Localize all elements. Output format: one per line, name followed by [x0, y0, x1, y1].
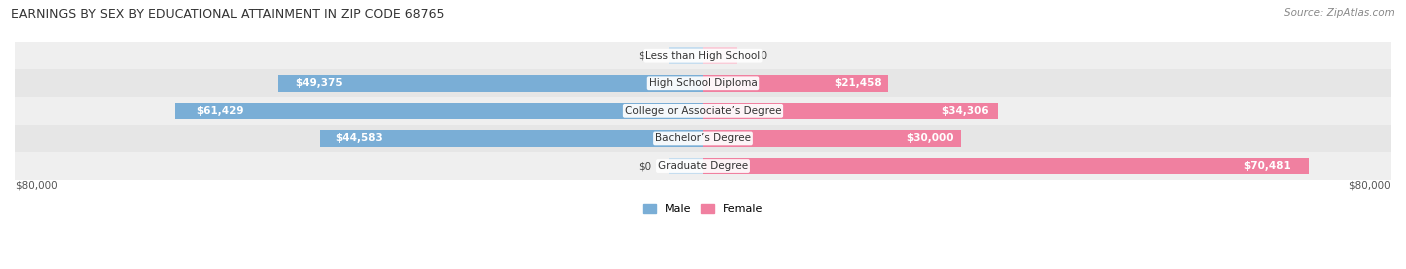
Bar [703, 47, 737, 64]
Legend: Male, Female: Male, Female [638, 199, 768, 218]
Bar [15, 42, 1391, 69]
Bar [15, 152, 1391, 180]
Text: $30,000: $30,000 [905, 133, 953, 143]
Text: $44,583: $44,583 [335, 133, 382, 143]
Bar [319, 130, 703, 147]
Text: College or Associate’s Degree: College or Associate’s Degree [624, 106, 782, 116]
Bar [703, 102, 998, 119]
Text: $61,429: $61,429 [195, 106, 243, 116]
Bar [669, 158, 703, 174]
Text: $49,375: $49,375 [295, 78, 343, 88]
Bar [15, 125, 1391, 152]
Text: Graduate Degree: Graduate Degree [658, 161, 748, 171]
Text: Source: ZipAtlas.com: Source: ZipAtlas.com [1284, 8, 1395, 18]
Text: $80,000: $80,000 [15, 181, 58, 191]
Bar [278, 75, 703, 91]
Bar [703, 158, 1309, 174]
Bar [703, 130, 960, 147]
Text: $0: $0 [638, 161, 651, 171]
Text: Less than High School: Less than High School [645, 51, 761, 61]
Text: Bachelor’s Degree: Bachelor’s Degree [655, 133, 751, 143]
Text: $80,000: $80,000 [1348, 181, 1391, 191]
Bar [703, 75, 887, 91]
Text: $21,458: $21,458 [834, 78, 882, 88]
Text: $70,481: $70,481 [1243, 161, 1291, 171]
Bar [15, 97, 1391, 125]
Bar [15, 69, 1391, 97]
Bar [669, 47, 703, 64]
Bar [174, 102, 703, 119]
Text: High School Diploma: High School Diploma [648, 78, 758, 88]
Text: $0: $0 [638, 51, 651, 61]
Text: EARNINGS BY SEX BY EDUCATIONAL ATTAINMENT IN ZIP CODE 68765: EARNINGS BY SEX BY EDUCATIONAL ATTAINMEN… [11, 8, 444, 21]
Text: $0: $0 [755, 51, 768, 61]
Text: $34,306: $34,306 [942, 106, 990, 116]
